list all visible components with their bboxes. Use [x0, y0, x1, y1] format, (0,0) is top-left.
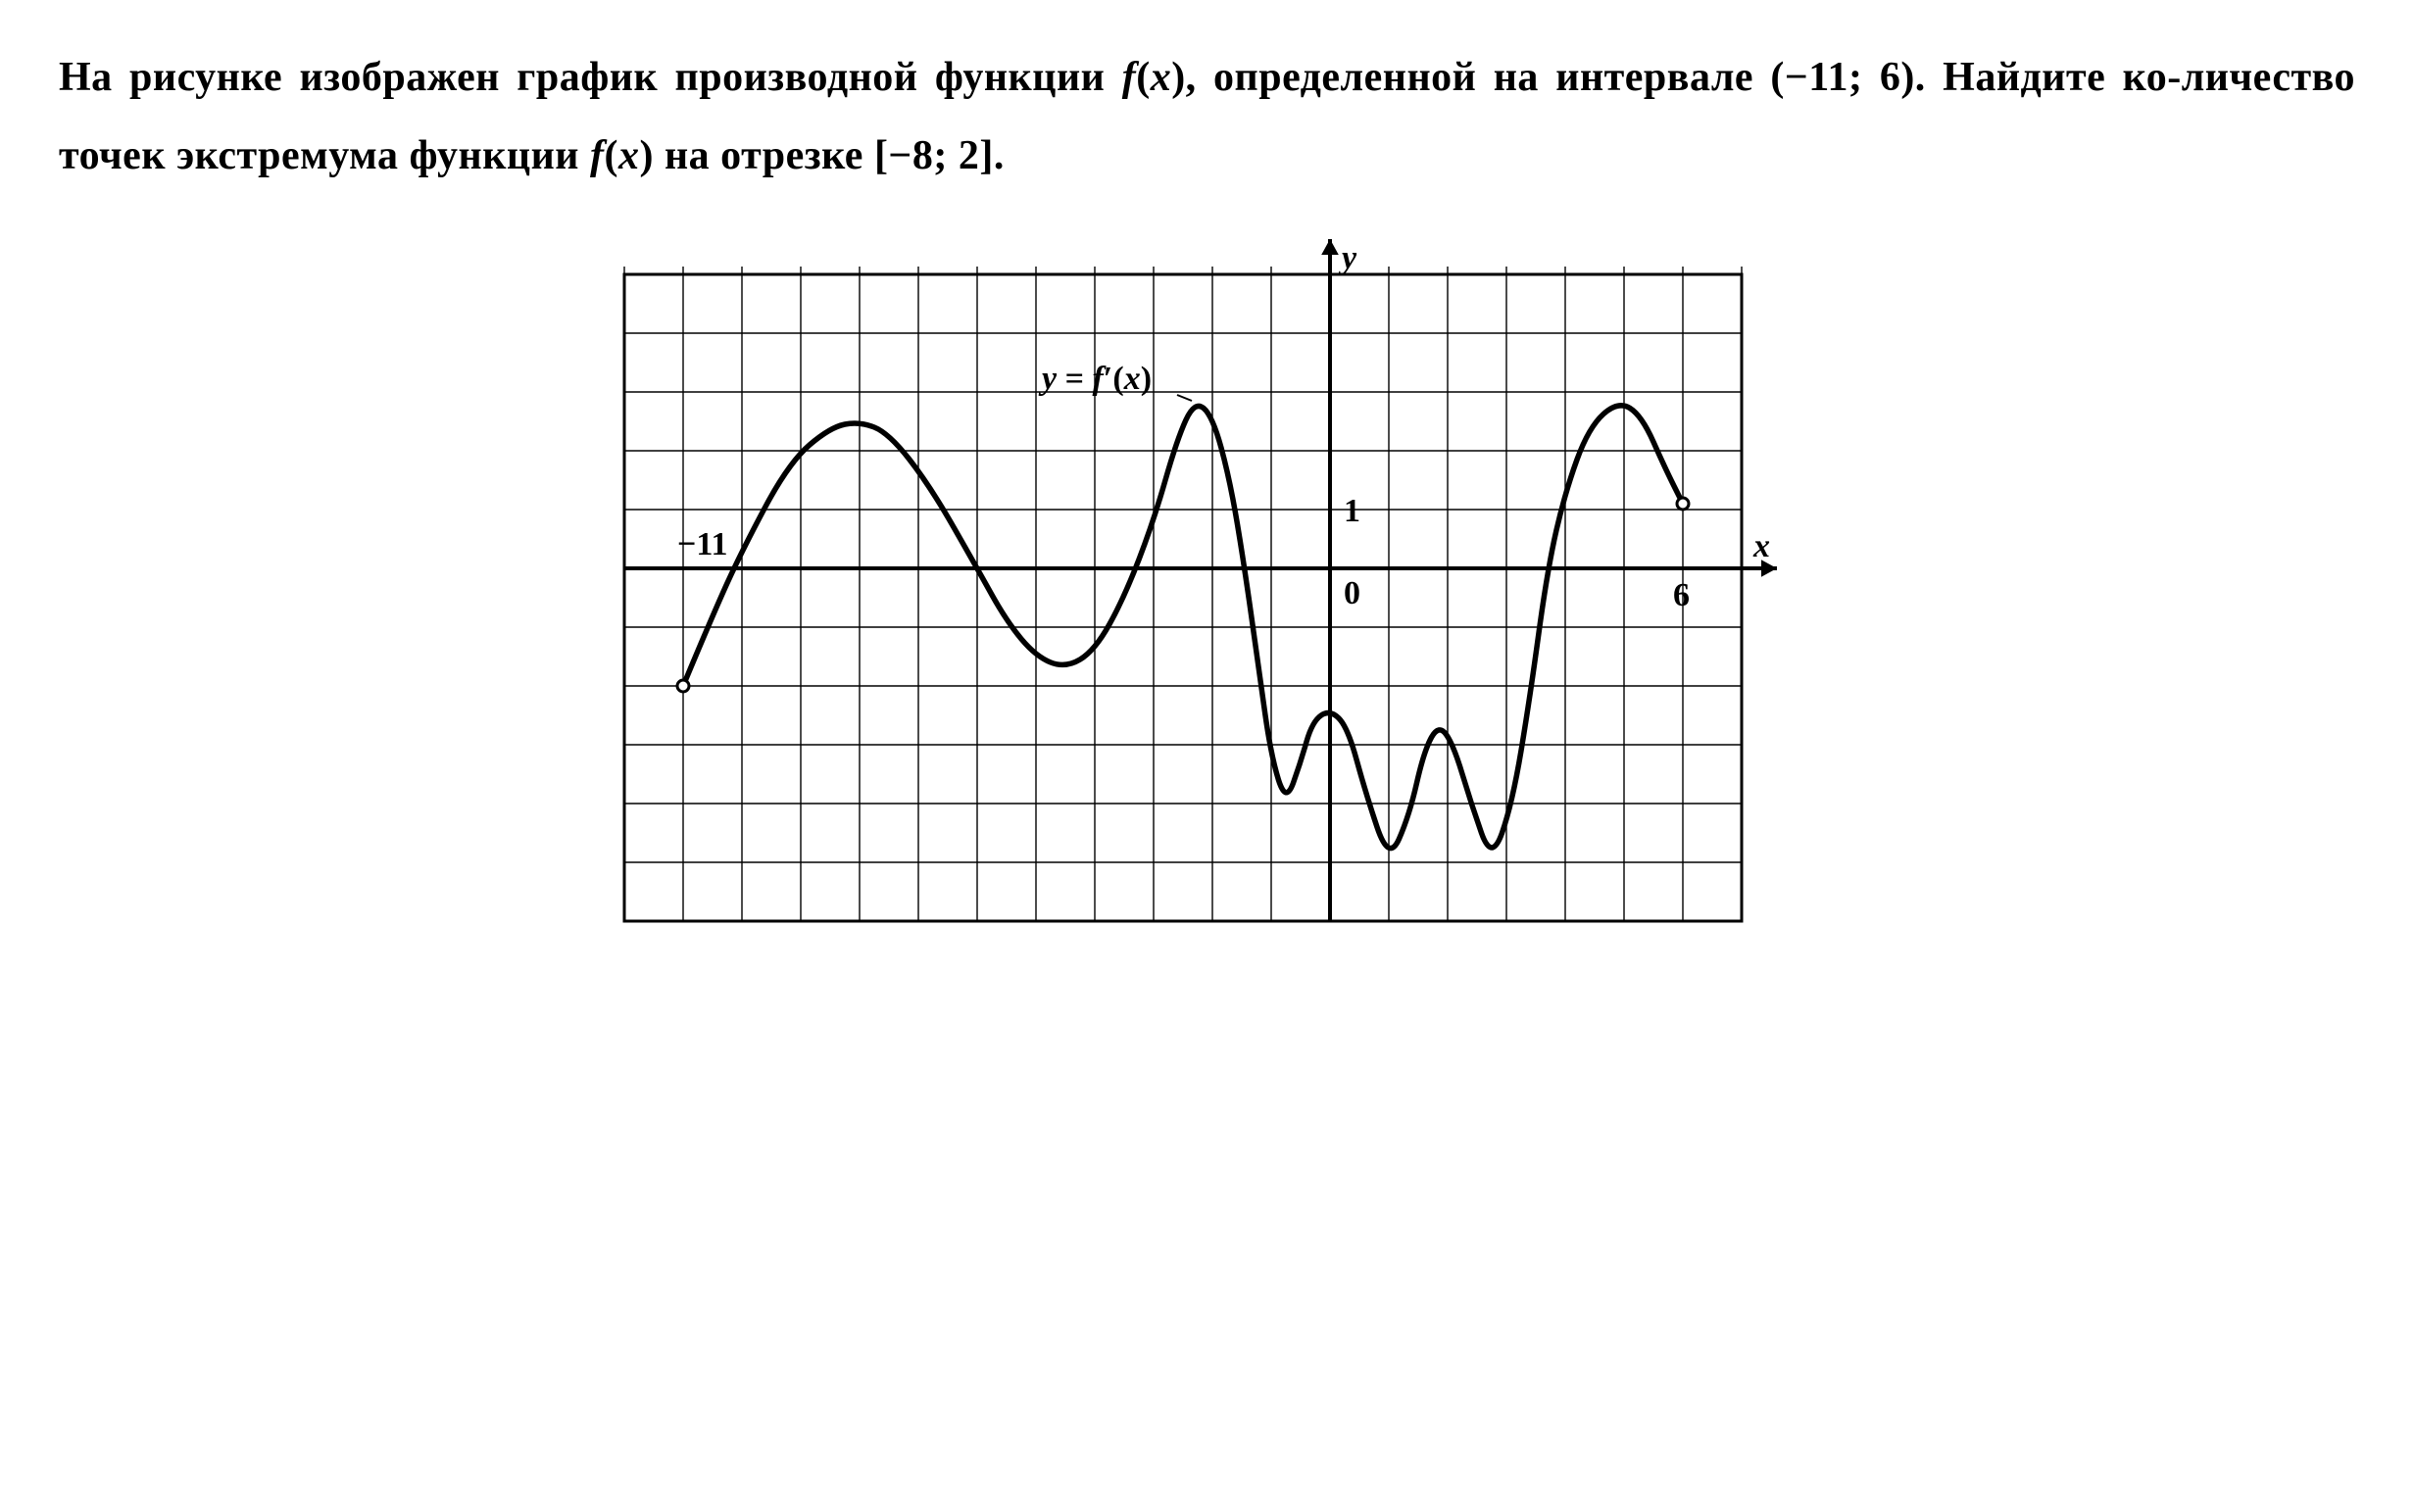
x-label-right: 6 — [1673, 577, 1690, 613]
open-endpoint — [677, 680, 689, 692]
chart-container: y x 0 1 −11 6 y = f′(x) — [59, 225, 2355, 931]
problem-statement: На рисунке изображен график производной … — [59, 39, 2355, 196]
origin-label: 0 — [1344, 575, 1360, 611]
x-label-left: −11 — [677, 526, 728, 562]
derivative-chart: y x 0 1 −11 6 y = f′(x) — [615, 225, 1800, 931]
x-axis-label: x — [1752, 528, 1770, 564]
open-endpoint — [1677, 498, 1689, 510]
y-tick-1: 1 — [1344, 493, 1360, 529]
y-axis-label: y — [1338, 240, 1357, 276]
curve-label: y = f′(x) — [1038, 361, 1152, 397]
